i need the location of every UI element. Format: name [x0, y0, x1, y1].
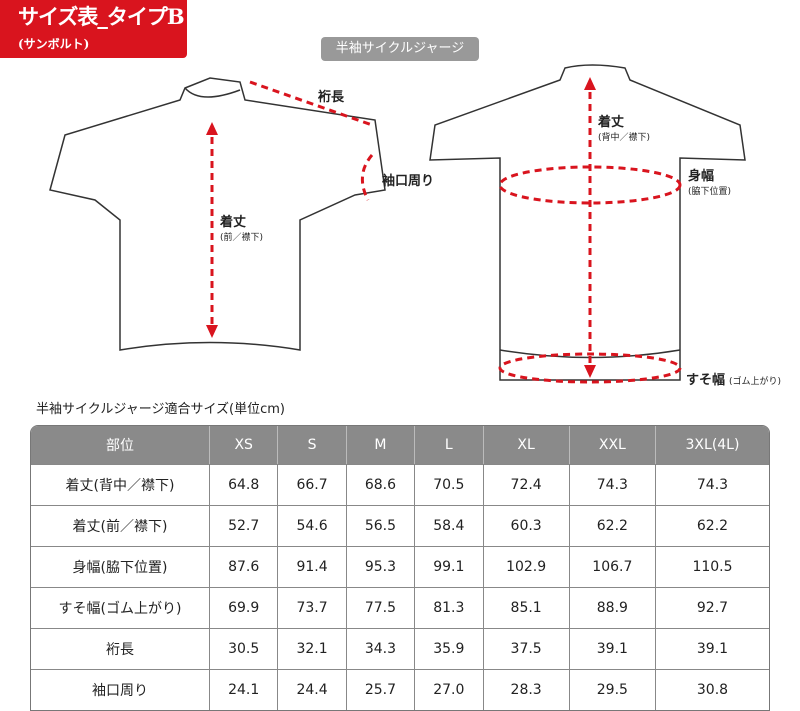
- size-value: 28.3: [482, 669, 569, 710]
- front-length-label: 着丈: [220, 215, 247, 230]
- table-row: すそ幅(ゴム上がり) 69.9 73.7 77.5 81.3 85.1 88.9 92.7: [31, 587, 769, 628]
- size-value: 30.8: [654, 669, 769, 710]
- size-value: 25.7: [345, 669, 415, 710]
- size-value: 68.6: [345, 464, 415, 505]
- chest-group: 身幅 (脇下位置): [688, 168, 731, 199]
- table-caption: 半袖サイクルジャージ適合サイズ(単位cm): [36, 402, 286, 417]
- size-value: 64.8: [209, 464, 278, 505]
- measurement-name: すそ幅(ゴム上がり): [31, 587, 209, 628]
- title: サイズ表_タイプB: [18, 4, 185, 29]
- size-value: 72.4: [482, 464, 569, 505]
- back-length-note: (背中／襟下): [598, 133, 651, 143]
- size-value: 27.0: [414, 669, 483, 710]
- column-header: 部位: [31, 426, 209, 464]
- subtitle: (サンボルト): [18, 37, 90, 51]
- size-value: 87.6: [209, 546, 278, 587]
- measurement-name: 袖口周り: [31, 669, 209, 710]
- front-length-note: (前／襟下): [220, 233, 264, 243]
- product-label: 半袖サイクルジャージ: [321, 37, 479, 61]
- size-value: 52.7: [209, 505, 278, 546]
- size-value: 66.7: [277, 464, 346, 505]
- size-value: 24.1: [209, 669, 278, 710]
- table-row: 着丈(前／襟下) 52.7 54.6 56.5 58.4 60.3 62.2 62.2: [31, 505, 769, 546]
- arrow-heads: [206, 77, 596, 378]
- column-header: S: [277, 426, 346, 464]
- size-value: 106.7: [568, 546, 655, 587]
- chest-note: (脇下位置): [688, 187, 732, 197]
- size-value: 88.9: [568, 587, 655, 628]
- table-row: 袖口周り 24.1 24.4 25.7 27.0 28.3 29.5 30.8: [31, 669, 769, 710]
- size-value: 39.1: [654, 628, 769, 669]
- jersey-diagram: [49, 64, 746, 384]
- column-header: XL: [482, 426, 569, 464]
- back-jersey: [429, 64, 746, 381]
- size-value: 29.5: [568, 669, 655, 710]
- front-jersey: [49, 77, 386, 351]
- size-value: 62.2: [568, 505, 655, 546]
- size-value: 24.4: [277, 669, 346, 710]
- size-value: 54.6: [277, 505, 346, 546]
- size-value: 58.4: [414, 505, 483, 546]
- size-value: 81.3: [414, 587, 483, 628]
- chest-label: 身幅: [688, 169, 715, 184]
- size-value: 62.2: [654, 505, 769, 546]
- back-length-group: 着丈 (背中／襟下): [598, 114, 650, 145]
- size-value: 92.7: [654, 587, 769, 628]
- front-length-group: 着丈 (前／襟下): [220, 214, 263, 245]
- measurement-name: 身幅(脇下位置): [31, 546, 209, 587]
- hem-note: (ゴム上がり): [729, 377, 782, 387]
- measurement-name: 着丈(前／襟下): [31, 505, 209, 546]
- size-value: 99.1: [414, 546, 483, 587]
- column-header: M: [345, 426, 415, 464]
- cuff-group: 袖口周り: [382, 173, 434, 191]
- size-value: 91.4: [277, 546, 346, 587]
- size-value: 39.1: [568, 628, 655, 669]
- measure-arrows: [210, 80, 682, 384]
- size-value: 56.5: [345, 505, 415, 546]
- size-value: 35.9: [414, 628, 483, 669]
- sleeve-length-label: 裄長: [318, 90, 345, 105]
- table-row: 着丈(背中／襟下) 64.8 66.7 68.6 70.5 72.4 74.3 74.3: [31, 464, 769, 505]
- size-value: 32.1: [277, 628, 346, 669]
- column-header: XS: [209, 426, 278, 464]
- title-badge: サイズ表_タイプB (サンボルト): [0, 0, 187, 58]
- size-value: 70.5: [414, 464, 483, 505]
- sleeve-length-group: 裄長: [318, 89, 344, 107]
- back-length-label: 着丈: [598, 115, 625, 130]
- size-table: 部位 XS S M L XL XXL 3XL(4L) 着丈(背中／襟下) 64.8 66.7 68.…: [30, 425, 770, 711]
- size-value: 77.5: [345, 587, 415, 628]
- measurement-name: 裄長: [31, 628, 209, 669]
- size-value: 102.9: [482, 546, 569, 587]
- size-value: 30.5: [209, 628, 278, 669]
- column-header: 3XL(4L): [654, 426, 769, 464]
- size-value: 73.7: [277, 587, 346, 628]
- size-value: 74.3: [568, 464, 655, 505]
- hem-group: すそ幅 (ゴム上がり): [686, 372, 781, 390]
- table-row: 裄長 30.5 32.1 34.3 35.9 37.5 39.1 39.1: [31, 628, 769, 669]
- size-value: 60.3: [482, 505, 569, 546]
- cuff-label: 袖口周り: [382, 174, 435, 189]
- column-header: L: [414, 426, 483, 464]
- size-value: 110.5: [654, 546, 769, 587]
- measurement-name: 着丈(背中／襟下): [31, 464, 209, 505]
- size-value: 37.5: [482, 628, 569, 669]
- size-value: 85.1: [482, 587, 569, 628]
- size-value: 95.3: [345, 546, 415, 587]
- column-header: XXL: [568, 426, 655, 464]
- size-value: 74.3: [654, 464, 769, 505]
- hem-label: すそ幅: [686, 373, 726, 388]
- table-row: 身幅(脇下位置) 87.6 91.4 95.3 99.1 102.9 106.7 110.5: [31, 546, 769, 587]
- header-row: 部位 XS S M L XL XXL 3XL(4L): [31, 426, 769, 464]
- size-value: 69.9: [209, 587, 278, 628]
- size-value: 34.3: [345, 628, 415, 669]
